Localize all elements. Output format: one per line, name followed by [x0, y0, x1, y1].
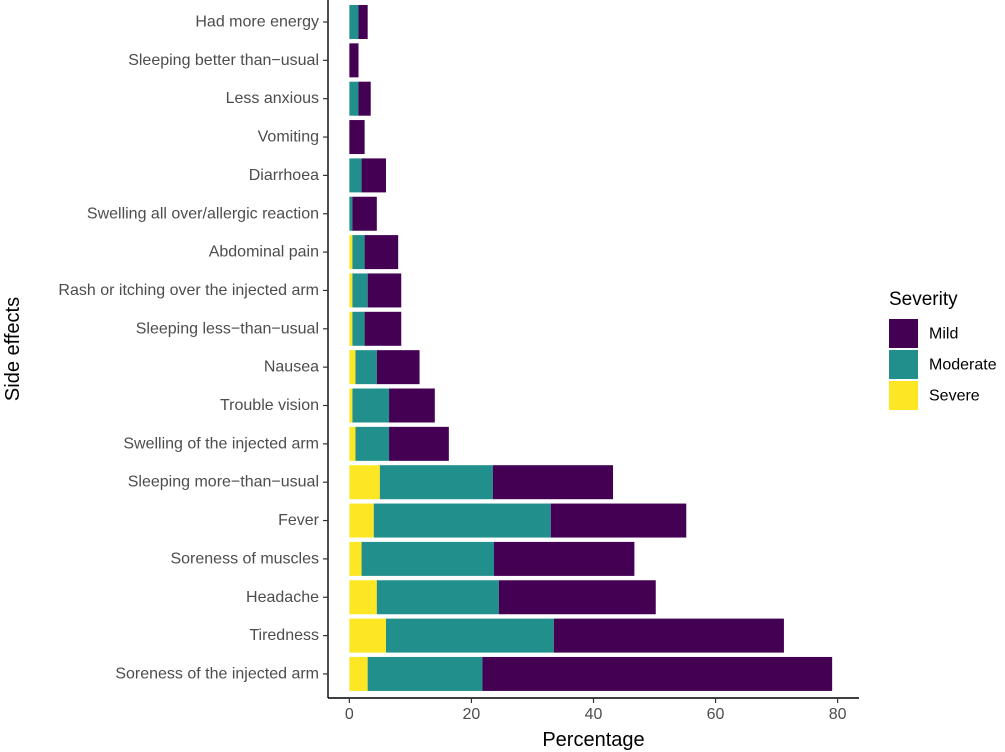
bar-diarrhoea-moderate [349, 158, 362, 193]
bar-fever-moderate [373, 503, 551, 538]
bar-sleeping-less-than-usual-severe [349, 311, 353, 346]
bar-sleeping-more-than-usual-severe [349, 465, 380, 500]
bar-sleeping-less-than-usual-moderate [352, 311, 365, 346]
legend-swatch-moderate [889, 350, 918, 379]
bars-group [349, 5, 833, 691]
x-axis-ticks: 0 20 40 60 80 [345, 698, 847, 723]
legend-label-moderate: Moderate [929, 357, 997, 374]
y-tick-label: Headache [246, 589, 319, 606]
bar-less-anxious-moderate [349, 81, 359, 116]
bar-tiredness-severe [349, 618, 386, 653]
x-tick-label: 60 [707, 706, 725, 723]
bar-soreness-of-the-injected-arm-moderate [367, 656, 483, 691]
x-tick-label: 40 [585, 706, 603, 723]
bar-sleeping-more-than-usual-moderate [379, 465, 493, 500]
bar-swelling-all-over-allergic-reaction-mild [352, 196, 377, 231]
y-tick-label: Abdominal pain [209, 244, 319, 261]
y-tick-label: Rash or itching over the injected arm [58, 282, 319, 299]
bar-less-anxious-mild [358, 81, 371, 116]
y-tick-label: Nausea [264, 359, 319, 376]
bar-fever-mild [550, 503, 687, 538]
bar-trouble-vision-mild [389, 388, 435, 423]
legend: Severity Mild Moderate Severe [889, 289, 997, 410]
bar-sleeping-less-than-usual-mild [364, 311, 402, 346]
bar-rash-or-itching-over-the-injected-arm-severe [349, 273, 353, 308]
bar-swelling-of-the-injected-arm-moderate [355, 426, 390, 461]
y-tick-label: Vomiting [258, 129, 319, 146]
y-tick-label: Swelling of the injected arm [123, 435, 319, 452]
bar-headache-severe [349, 580, 377, 615]
bar-had-more-energy-mild [358, 5, 368, 39]
bar-rash-or-itching-over-the-injected-arm-moderate [352, 273, 368, 308]
bar-tiredness-moderate [385, 618, 554, 653]
x-tick-label: 20 [463, 706, 481, 723]
bar-swelling-all-over-allergic-reaction-moderate [349, 196, 353, 231]
bar-soreness-of-the-injected-arm-severe [349, 656, 368, 691]
y-tick-label: Trouble vision [220, 397, 319, 414]
y-tick-label: Swelling all over/allergic reaction [87, 205, 319, 222]
y-tick-label: Sleeping less−than−usual [136, 320, 319, 337]
y-tick-label: Diarrhoea [249, 167, 319, 184]
bar-headache-mild [498, 580, 656, 615]
bar-nausea-moderate [355, 350, 377, 385]
x-tick-label: 0 [345, 706, 354, 723]
bar-abdominal-pain-mild [364, 235, 399, 270]
bar-vomiting-mild [349, 120, 365, 155]
bar-swelling-of-the-injected-arm-severe [349, 426, 356, 461]
bar-sleeping-more-than-usual-mild [492, 465, 614, 500]
y-tick-label: Soreness of the injected arm [115, 665, 319, 682]
bar-tiredness-mild [553, 618, 784, 653]
bar-fever-severe [349, 503, 374, 538]
legend-label-mild: Mild [929, 326, 958, 343]
bar-nausea-mild [376, 350, 420, 385]
bar-soreness-of-muscles-severe [349, 541, 362, 576]
legend-swatch-severe [889, 381, 918, 410]
y-tick-label: Sleeping more−than−usual [128, 474, 319, 491]
bar-soreness-of-muscles-moderate [361, 541, 495, 576]
legend-swatch-mild [889, 319, 918, 348]
x-axis-title: Percentage [542, 729, 644, 751]
y-tick-label: Tiredness [249, 627, 319, 644]
bar-swelling-of-the-injected-arm-mild [389, 426, 449, 461]
bar-abdominal-pain-moderate [352, 235, 365, 270]
bar-soreness-of-the-injected-arm-mild [482, 656, 833, 691]
x-tick-label: 80 [829, 706, 847, 723]
y-tick-label: Fever [278, 512, 320, 529]
bar-trouble-vision-severe [349, 388, 353, 423]
y-axis-ticks: Had more energy Sleeping better than−usua… [58, 14, 328, 682]
y-axis-title: Side effects [2, 297, 24, 401]
bar-sleeping-better-than-usual-mild [349, 43, 359, 78]
bar-had-more-energy-moderate [349, 5, 359, 39]
bar-diarrhoea-mild [361, 158, 386, 193]
bar-trouble-vision-moderate [352, 388, 390, 423]
y-tick-label: Soreness of muscles [170, 550, 319, 567]
bar-soreness-of-muscles-mild [494, 541, 635, 576]
bar-rash-or-itching-over-the-injected-arm-mild [367, 273, 402, 308]
bar-abdominal-pain-severe [349, 235, 353, 270]
y-tick-label: Sleeping better than−usual [128, 52, 319, 69]
bar-nausea-severe [349, 350, 356, 385]
y-tick-label: Had more energy [195, 14, 319, 31]
bar-headache-moderate [376, 580, 499, 615]
y-tick-label: Less anxious [226, 90, 319, 107]
legend-title: Severity [889, 289, 958, 310]
legend-label-severe: Severe [929, 388, 980, 405]
